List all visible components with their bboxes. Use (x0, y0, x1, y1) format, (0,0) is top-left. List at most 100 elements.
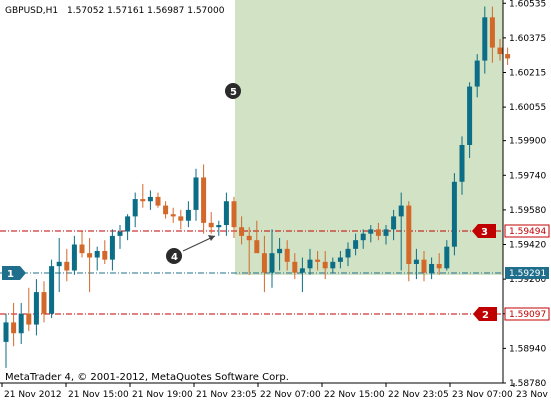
candle-body (56, 261, 62, 267)
candle-body (299, 268, 305, 273)
candle-body (18, 313, 24, 334)
time-tick-label: 21 Nov 23:05 (196, 390, 257, 400)
price-tick-label: 1.59580 (509, 206, 546, 216)
candle-body (26, 313, 32, 325)
marker-2-badge (473, 307, 497, 321)
candle-body (360, 233, 366, 241)
price-tick-label: 1.58940 (509, 344, 546, 354)
candle-body (398, 205, 404, 217)
marker-4[interactable]: 4 (166, 248, 182, 264)
candle-body (482, 17, 488, 61)
candle-body (383, 229, 389, 236)
candle-body (102, 251, 108, 260)
candle-body (375, 229, 381, 236)
marker-5-label: 5 (230, 87, 237, 98)
price-axis: 1.60535 1.60375 1.60215 1.60055 1.59900 1.597… (503, 0, 546, 389)
candle-body (322, 261, 328, 269)
shaded-zone-rectangle[interactable] (235, 0, 503, 275)
candle-body (292, 261, 298, 273)
candle-body (261, 253, 267, 273)
level-3-price: 1.59494 (509, 227, 546, 237)
candle-body (223, 201, 229, 226)
candle-body (49, 266, 55, 314)
price-tick-label: 1.58780 (509, 379, 546, 389)
time-tick-label: 21 Nov 2012 (4, 390, 62, 400)
candle-body (117, 231, 123, 236)
candle-body (436, 263, 442, 269)
price-tick-label: 1.60375 (509, 34, 546, 44)
candle-body (11, 322, 17, 334)
candle-body (444, 246, 450, 269)
marker-2[interactable]: 2 (473, 307, 497, 321)
time-tick-label: 21 Nov 19:00 (132, 390, 193, 400)
candle-body (467, 86, 473, 145)
candle-body (193, 177, 199, 210)
candle-body (406, 205, 412, 264)
candle-body (208, 222, 214, 228)
candle-body (451, 181, 457, 247)
candle-body (94, 251, 100, 258)
time-tick-label: 22 Nov 23:05 (388, 390, 449, 400)
candle-body (185, 209, 191, 221)
arrow-annotation[interactable] (182, 235, 216, 252)
candle-body (307, 259, 313, 269)
candle-body (147, 196, 153, 202)
candle-body (109, 235, 115, 260)
candle-body (201, 177, 207, 223)
candle-body (216, 225, 222, 228)
candle-body (459, 144, 465, 182)
candle-body (505, 54, 511, 59)
marker-1[interactable]: 1 (2, 266, 26, 280)
candle-body (254, 240, 260, 254)
candle-body (71, 244, 77, 271)
level-1-price-tag: 1.59291 (505, 267, 549, 279)
candle-body (33, 292, 39, 325)
candle-body (87, 253, 93, 258)
marker-1-label: 1 (7, 269, 14, 280)
candle-body (155, 196, 161, 206)
marker-3-label: 3 (481, 227, 488, 238)
copyright-text: MetaTrader 4, © 2001-2012, MetaQuotes So… (5, 372, 289, 383)
level-1-price: 1.59291 (509, 269, 546, 279)
candle-body (41, 292, 47, 314)
price-tick-label: 1.60215 (509, 68, 546, 78)
candle-body (330, 261, 336, 269)
time-tick-label: 22 Nov 15:00 (324, 390, 385, 400)
candle-body (353, 240, 359, 249)
candle-body (315, 259, 321, 262)
price-tick-label: 1.60055 (509, 103, 546, 113)
candle-body (269, 253, 275, 273)
candle-body (284, 248, 290, 262)
candle-body (345, 248, 351, 258)
time-axis: 21 Nov 2012 21 Nov 15:00 21 Nov 19:00 21 No… (1, 383, 551, 400)
time-tick-label: 22 Nov 07:00 (260, 390, 321, 400)
candle-body (391, 216, 397, 230)
marker-2-label: 2 (482, 310, 489, 321)
time-tick-label: 23 Nov 15:00 (516, 390, 551, 400)
candle-body (239, 227, 245, 236)
marker-3[interactable]: 3 (472, 224, 496, 238)
candles-group (3, 6, 511, 368)
marker-5-badge (225, 83, 241, 99)
candle-body (163, 205, 169, 215)
candle-body (140, 199, 146, 202)
marker-4-badge (166, 248, 182, 264)
candle-body (64, 261, 70, 271)
candle-body (474, 60, 480, 87)
price-tick-label: 1.59260 (509, 275, 546, 285)
marker-5[interactable]: 5 (225, 83, 241, 99)
marker-1-badge (2, 266, 26, 280)
candle-body (429, 263, 435, 273)
candle-body (246, 235, 252, 241)
candle-body (3, 322, 9, 342)
candle-body (170, 214, 176, 217)
price-tick-label: 1.60535 (509, 0, 546, 9)
candle-body (421, 259, 427, 273)
level-2-price-tag: 1.59097 (504, 307, 550, 321)
ohlc-values: 1.57052 1.57161 1.56987 1.57000 (67, 6, 225, 16)
symbol-label: GBPUSD,H1 (5, 6, 58, 16)
candle-body (413, 259, 419, 264)
candle-body (277, 248, 283, 254)
price-tick-label: 1.59740 (509, 171, 546, 181)
